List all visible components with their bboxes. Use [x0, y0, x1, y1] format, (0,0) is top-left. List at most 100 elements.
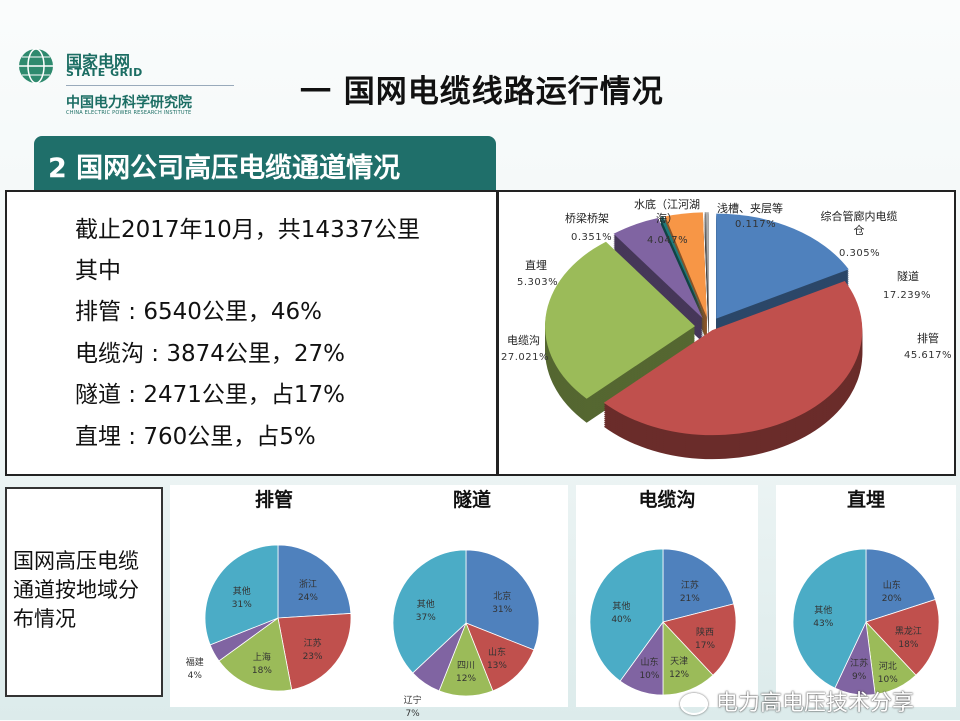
label-category: 天津: [670, 656, 689, 667]
label-category: 其他: [814, 606, 833, 617]
label-value: 20%: [881, 593, 902, 604]
label-value: 4.047%: [647, 235, 689, 246]
pie-slice: [665, 212, 707, 318]
summary-line: 电缆沟 : 3874公里，27%: [75, 341, 346, 367]
pie-slice-side: [704, 232, 709, 338]
pie-slice: [603, 280, 863, 436]
label-category: 江苏: [680, 581, 699, 592]
pie-slice: [865, 548, 936, 623]
logo-cn: 国家电网: [66, 52, 131, 71]
label-category: 陕西: [696, 628, 715, 639]
label-category: 桥梁桥架: [565, 212, 609, 225]
label-value: 17.239%: [883, 290, 931, 301]
label-value: 45.617%: [904, 350, 952, 361]
pie-slice: [792, 548, 867, 689]
pie-slice: [865, 598, 940, 676]
pie-slice: [277, 612, 352, 691]
watermark-text: 电力高电压技术分享: [716, 691, 915, 716]
pie-data-label: 山东 20%: [882, 580, 902, 606]
label-category: 其他: [232, 587, 251, 598]
label-value: 17%: [695, 641, 716, 652]
pie-slice-side: [704, 222, 709, 328]
pie-slice: [613, 218, 703, 319]
pie-title: 隧道: [452, 489, 491, 511]
label-value: 21%: [679, 594, 700, 605]
label-category: 综合管廊内电缆仓: [820, 210, 898, 237]
label-category: 排管: [917, 332, 939, 345]
pie-slice-side: [704, 236, 709, 342]
pie-data-label: 其他 31%: [232, 586, 252, 612]
pie-svg: [392, 549, 540, 697]
pie-slice-side: [704, 224, 709, 330]
label-value: 31%: [492, 605, 513, 616]
logo-divider: [66, 85, 234, 86]
pie-slice: [589, 548, 664, 682]
globe-logo-icon: [19, 48, 53, 84]
summary-line: 排管 : 6540公里，46%: [75, 299, 323, 325]
pie-slice: [660, 216, 705, 318]
pie-data-label: 辽宁 7%: [404, 695, 422, 721]
pie-data-label: 其他 37%: [416, 599, 436, 625]
label-value: 10%: [639, 670, 660, 681]
pie-data-label: 陕西 17%: [695, 627, 715, 653]
logo-institute-en: CHINA ELECTRIC POWER RESEARCH INSTITUTE: [66, 110, 192, 116]
pie-data-label: 浙江 24%: [298, 579, 318, 605]
label-value: 24%: [297, 593, 318, 604]
label-value: 43%: [813, 619, 834, 630]
label-value: 0.117%: [735, 219, 777, 230]
pie-slice-side: [704, 216, 709, 322]
pie-slice: [662, 548, 735, 623]
pie-svg: [589, 548, 737, 696]
label-value: 40%: [611, 615, 632, 626]
logo-institute-cn: 中国电力科学研究院: [66, 95, 192, 111]
label-value: 27.021%: [501, 352, 549, 363]
label-category: 水底（江河湖海）: [634, 198, 700, 225]
pie-slice-side: [704, 230, 709, 336]
pie-data-label: 天津 12%: [669, 656, 689, 682]
pie-slice: [716, 213, 849, 319]
label-category: 江苏: [850, 659, 869, 670]
label-category: 江苏: [303, 638, 322, 649]
pie-slice: [545, 241, 696, 399]
pie-slice-side: [704, 234, 709, 340]
label-value: 18%: [898, 639, 919, 650]
summary-line: 直埋 : 760公里，占5%: [75, 424, 316, 450]
label-category: 上海: [252, 652, 271, 663]
label-category: 浅槽、夹层等: [717, 202, 783, 215]
main-pie-svg: [545, 212, 863, 460]
label-category: 河北: [878, 662, 897, 673]
pie-slice-side: [704, 220, 709, 326]
pie-slice: [465, 622, 535, 692]
label-value: 13%: [486, 660, 507, 671]
main-3d-pie-chart: 隧道 17.239% 排管 45.617% 电缆沟 27.021% 直埋 5.3…: [497, 190, 956, 476]
label-value: 9%: [851, 672, 867, 683]
pie-data-label: 北京 31%: [492, 591, 512, 617]
page-title: 一 国网电缆线路运行情况: [300, 74, 664, 110]
pie-slice-side: [704, 226, 709, 332]
pie-data-label: 江苏 21%: [680, 580, 700, 606]
label-value: 0.351%: [571, 232, 613, 243]
label-value: 23%: [302, 651, 323, 662]
pie-data-label: 其他 43%: [813, 605, 833, 631]
label-value: 5.303%: [517, 277, 559, 288]
label-category: 北京: [493, 592, 512, 603]
summary-line: 其中: [75, 258, 121, 284]
label-category: 隧道: [897, 270, 919, 283]
pie-slice: [662, 603, 737, 676]
pie-slice: [465, 549, 540, 651]
pie-panel-zhimai: 直埋 山东 20% 黑龙江 18% 河北 10% 江苏 9% 其他 43%: [776, 485, 956, 707]
label-category: 电缆沟: [507, 334, 540, 347]
pie-data-label: 江苏 9%: [850, 658, 868, 684]
label-category: 黑龙江: [894, 626, 922, 637]
pie-data-label: 福建 4%: [186, 657, 204, 683]
summary-line: 截止2017年10月，共14337公里: [75, 217, 420, 243]
label-category: 直埋: [525, 259, 547, 272]
pie-slice: [704, 212, 709, 318]
summary-line: 隧道 : 2471公里，占17%: [75, 382, 346, 408]
section-banner: 2 国网公司高压电缆通道情况: [34, 136, 496, 190]
label-value: 18%: [251, 665, 272, 676]
pie-data-label: 山东 13%: [487, 647, 507, 673]
label-category: 四川: [456, 660, 476, 671]
pie-panel-paiguan: 排管 浙江 24% 江苏 23% 上海 18% 福建 4% 其他 31%: [170, 485, 378, 707]
label-value: 31%: [231, 600, 252, 611]
